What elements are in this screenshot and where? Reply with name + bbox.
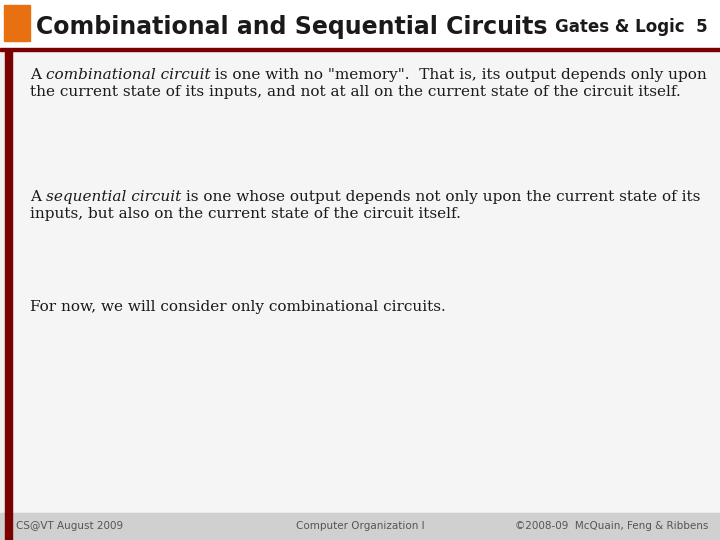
Text: combinational circuit: combinational circuit (46, 68, 210, 82)
Text: Computer Organization I: Computer Organization I (296, 521, 424, 531)
Text: Gates & Logic  5: Gates & Logic 5 (555, 18, 708, 36)
Text: For now, we will consider only combinational circuits.: For now, we will consider only combinati… (30, 300, 446, 314)
Bar (0, 48, 720, 51)
Bar (5, 513, 12, 540)
Text: is one whose output depends not only upon the current state of its: is one whose output depends not only upo… (181, 190, 701, 204)
Bar (4, 5, 30, 41)
Bar (0, 0, 720, 48)
Text: sequential circuit: sequential circuit (46, 190, 181, 204)
Text: the current state of its inputs, and not at all on the current state of the circ: the current state of its inputs, and not… (30, 85, 680, 99)
Text: A: A (30, 190, 46, 204)
Bar (0, 513, 720, 540)
Bar (5, 51, 12, 513)
Text: A: A (30, 68, 46, 82)
Text: inputs, but also on the current state of the circuit itself.: inputs, but also on the current state of… (30, 207, 461, 221)
Text: is one with no "memory".  That is, its output depends only upon: is one with no "memory". That is, its ou… (210, 68, 707, 82)
Bar (14, 51, 720, 511)
Text: CS@VT August 2009: CS@VT August 2009 (16, 521, 123, 531)
Text: ©2008-09  McQuain, Feng & Ribbens: ©2008-09 McQuain, Feng & Ribbens (515, 521, 708, 531)
Text: Combinational and Sequential Circuits: Combinational and Sequential Circuits (36, 15, 547, 39)
